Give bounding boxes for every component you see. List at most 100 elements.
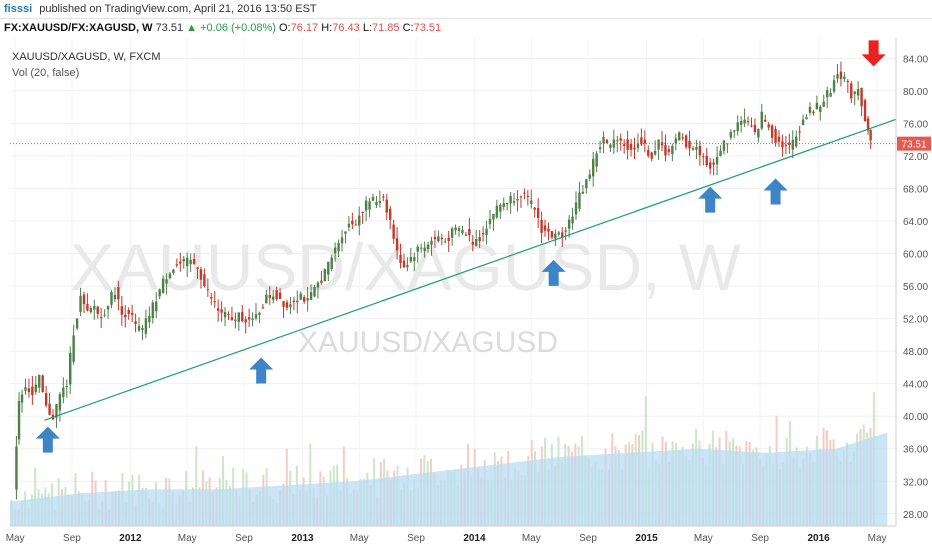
candle-body	[505, 202, 509, 204]
x-tick-label: May	[868, 533, 887, 544]
candle-body	[664, 145, 667, 156]
support-arrow-up-icon	[763, 178, 788, 205]
candle-body	[502, 203, 505, 207]
candle-body	[275, 290, 278, 300]
candle-body	[454, 227, 457, 231]
candle-body	[161, 278, 165, 294]
candle-body	[777, 136, 781, 142]
candle-body	[798, 131, 801, 133]
candle-body	[547, 228, 550, 232]
candle-body	[746, 121, 750, 123]
candle-body	[340, 237, 344, 244]
candle-body	[492, 213, 495, 220]
candle-body	[585, 179, 588, 189]
trendline[interactable]	[44, 118, 897, 421]
candle-body	[499, 204, 502, 212]
candle-body	[99, 317, 103, 319]
candle-body	[602, 136, 605, 144]
candle-body	[660, 142, 664, 146]
x-tick-label: Sep	[579, 533, 597, 544]
candle-body	[148, 315, 151, 323]
last-price: 73.51	[155, 22, 184, 34]
open-label: O:	[279, 22, 291, 34]
candle-body	[722, 140, 726, 151]
candle-body	[375, 201, 378, 205]
candle-body	[825, 90, 829, 98]
open-value: 76.17	[290, 22, 319, 34]
candle-body	[530, 200, 533, 204]
x-tick-label: 2013	[291, 533, 314, 544]
candle-body	[199, 269, 203, 280]
support-arrow-up-icon	[249, 357, 274, 384]
candle-body	[17, 401, 21, 440]
candle-body	[358, 215, 361, 226]
candle-body	[124, 314, 127, 318]
candle-body	[413, 257, 416, 261]
candle-body	[739, 121, 743, 125]
watermark-big: XAUUSD/XAGUSD, W	[70, 230, 742, 304]
candle-body	[629, 144, 633, 150]
x-tick-label: Sep	[751, 533, 769, 544]
candle-body	[179, 261, 182, 264]
candle-body	[595, 153, 598, 167]
publish-info: published on TradingView.com, April 21, …	[39, 3, 317, 15]
candle-body	[371, 196, 375, 201]
candle-body	[550, 230, 554, 238]
candle-body	[89, 308, 93, 313]
candle-body	[860, 87, 863, 107]
candle-body	[543, 225, 547, 231]
candle-body	[141, 327, 144, 330]
candle-body	[323, 269, 327, 282]
candle-body	[278, 292, 282, 299]
x-tick-label: May	[6, 533, 25, 544]
candle-body	[103, 314, 106, 316]
candle-body	[402, 260, 406, 268]
candle-body	[165, 279, 168, 284]
candle-body	[447, 237, 450, 242]
candle-body	[485, 228, 488, 235]
candle-body	[788, 142, 791, 145]
candle-body	[230, 317, 234, 320]
candle-body	[106, 306, 110, 310]
watermark-small: XAUUSD/XAGUSD	[298, 326, 558, 359]
candle-body	[478, 237, 481, 241]
candle-body	[227, 314, 230, 316]
candle-body	[653, 150, 657, 155]
candle-body	[850, 83, 853, 99]
close-label: C:	[402, 22, 414, 34]
candle-body	[41, 375, 44, 393]
candle-body	[578, 192, 581, 209]
price-axis[interactable]: 28.00 32.00 36.00 40.00 44.00 48.00 52.00 56.00…	[895, 38, 931, 526]
candle-body	[557, 232, 561, 235]
candle-body	[869, 129, 872, 141]
candle-body	[292, 300, 296, 303]
candle-body	[636, 143, 640, 148]
candle-body	[440, 237, 444, 240]
candle-body	[272, 296, 275, 300]
candle-body	[244, 319, 247, 323]
candle-body	[736, 122, 739, 132]
author-name[interactable]: fisssi	[4, 3, 33, 15]
candle-body	[729, 131, 733, 138]
candle-body	[347, 223, 351, 228]
candle-body	[416, 246, 419, 252]
candle-body	[437, 236, 440, 242]
y-tick-label: 40.00	[903, 412, 928, 423]
candle-body	[475, 239, 478, 246]
candle-body	[189, 259, 192, 265]
candle-body	[289, 304, 292, 308]
symbol-name: FX:XAUUSD/FX:XAGUSD, W	[4, 22, 153, 34]
time-axis[interactable]: May Sep 2012 May Sep 2013 May Sep 2014 May Sep 2015…	[6, 525, 896, 544]
candle-body	[571, 216, 574, 224]
candle-body	[832, 80, 836, 92]
candle-body	[695, 146, 698, 150]
annotation-arrows	[35, 40, 886, 453]
candle-body	[251, 318, 254, 320]
candle-body	[795, 136, 798, 147]
candle-body	[605, 139, 609, 143]
candle-body	[509, 195, 512, 204]
candle-body	[333, 247, 337, 254]
candle-body	[337, 242, 340, 252]
candle-body	[678, 132, 681, 141]
